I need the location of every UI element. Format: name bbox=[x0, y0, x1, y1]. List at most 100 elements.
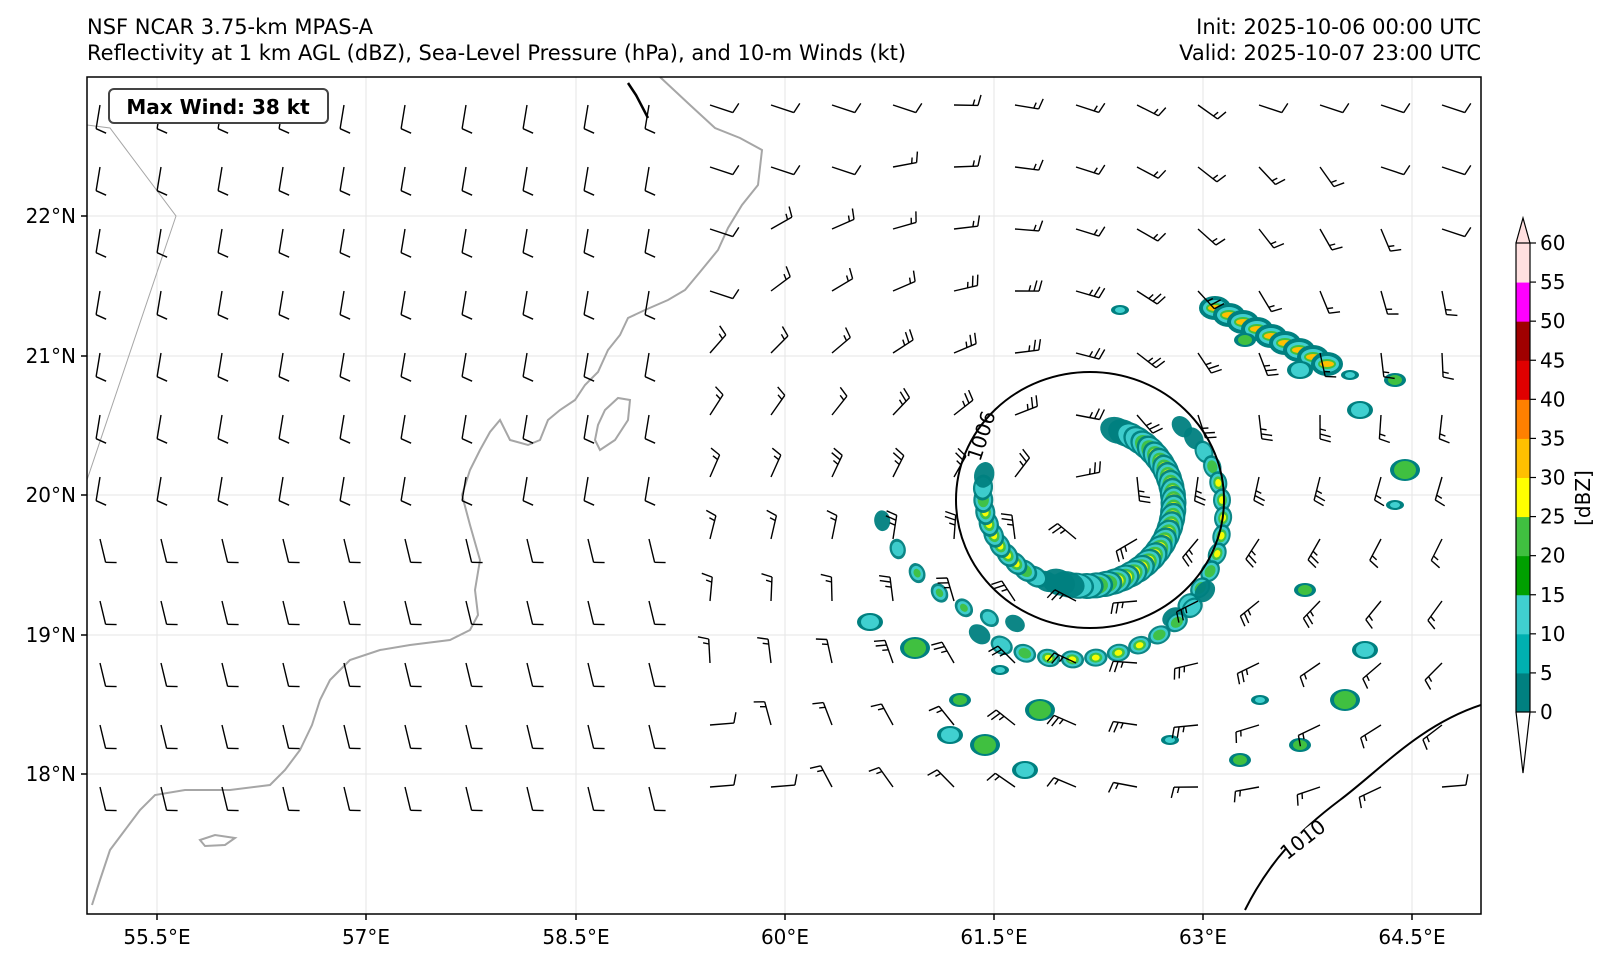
wind-barb bbox=[522, 104, 534, 134]
wind-barb bbox=[644, 352, 656, 382]
wind-barb bbox=[526, 786, 544, 812]
wind-barb bbox=[1319, 103, 1350, 114]
wind-barb bbox=[583, 290, 595, 320]
wind-barb bbox=[1046, 652, 1077, 664]
rain-cell bbox=[1255, 697, 1265, 703]
wind-barb bbox=[343, 662, 361, 688]
wind-barb bbox=[583, 414, 595, 444]
wind-barb bbox=[156, 414, 168, 444]
wind-barb bbox=[282, 662, 300, 688]
rain-cell bbox=[1320, 361, 1334, 367]
wind-barb bbox=[1233, 786, 1260, 803]
wind-barb bbox=[953, 94, 982, 107]
rain-cell bbox=[1029, 701, 1051, 719]
wind-barb bbox=[757, 637, 772, 664]
wind-barb bbox=[892, 151, 919, 168]
wind-barb bbox=[1075, 347, 1106, 360]
wind-barb bbox=[885, 510, 898, 540]
gridlines bbox=[87, 77, 1481, 914]
wind-barb bbox=[1075, 226, 1106, 237]
wind-barb bbox=[1258, 103, 1289, 114]
wind-barb bbox=[1319, 166, 1345, 188]
colorbar-segment bbox=[1516, 399, 1530, 439]
wind-barb bbox=[156, 476, 168, 506]
colorbar-segment bbox=[1516, 438, 1530, 478]
wind-barb bbox=[892, 329, 914, 354]
wind-barb bbox=[953, 389, 974, 416]
max-wind-box: Max Wind: 38 kt bbox=[108, 88, 329, 124]
wind-barb bbox=[1197, 290, 1225, 310]
colorbar-tick-label: 40 bbox=[1540, 387, 1565, 411]
rain-cell bbox=[1214, 550, 1221, 558]
wind-barb bbox=[217, 476, 229, 506]
valid-time: Valid: 2025-10-07 23:00 UTC bbox=[1179, 41, 1481, 65]
colorbar-tick-label: 45 bbox=[1540, 348, 1565, 372]
wind-barb bbox=[1197, 228, 1226, 246]
wind-barb bbox=[770, 326, 789, 354]
colorbar-segment bbox=[1516, 477, 1530, 518]
wind-barb bbox=[1365, 600, 1382, 629]
wind-barb bbox=[648, 786, 666, 812]
colorbar-tick-label: 0 bbox=[1540, 700, 1553, 724]
wind-barb bbox=[709, 165, 740, 176]
wind-barb bbox=[99, 724, 117, 750]
wind-barb bbox=[770, 165, 801, 176]
wind-barb bbox=[1014, 220, 1044, 232]
wind-barb bbox=[1046, 777, 1077, 788]
wind-barb bbox=[1115, 538, 1138, 562]
lon-tick-labels: 55.5°E 57°E 58.5°E 60°E 61.5°E 63°E 64.5… bbox=[123, 925, 1445, 949]
wind-barb bbox=[1319, 414, 1331, 443]
wind-barb bbox=[812, 701, 833, 726]
wind-barb bbox=[160, 724, 178, 750]
wind-barb bbox=[1236, 662, 1260, 685]
wind-barb bbox=[1136, 228, 1167, 242]
time-info: Init: 2025-10-06 00:00 UTC Valid: 2025-1… bbox=[1179, 14, 1481, 66]
wind-barb bbox=[343, 600, 361, 626]
wind-barb bbox=[404, 600, 422, 626]
wind-barb bbox=[879, 575, 894, 602]
wind-barb bbox=[1441, 352, 1454, 380]
wind-barb bbox=[1235, 724, 1260, 744]
wind-barb bbox=[278, 166, 290, 196]
wind-barb bbox=[709, 712, 737, 726]
isobar-fragment bbox=[626, 82, 650, 119]
wind-barb bbox=[1014, 339, 1042, 354]
wind-barb bbox=[944, 510, 957, 540]
wind-barb bbox=[1434, 476, 1446, 507]
wind-barb bbox=[1171, 724, 1199, 739]
lon-tick-label: 61.5°E bbox=[960, 925, 1027, 949]
wind-barb bbox=[461, 166, 473, 196]
wind-barb bbox=[587, 600, 605, 626]
wind-barb bbox=[1302, 600, 1321, 629]
wind-barb bbox=[1378, 414, 1391, 444]
wind-barb bbox=[1313, 476, 1326, 507]
lat-tick-labels: 18°N 19°N 20°N 21°N 22°N bbox=[26, 204, 76, 786]
colorbar-segment bbox=[1516, 321, 1530, 361]
wind-barb bbox=[701, 572, 713, 602]
rain-cell bbox=[1298, 585, 1312, 595]
colorbar-segment bbox=[1516, 516, 1530, 557]
island-coastline-small bbox=[198, 833, 238, 848]
wind-barb bbox=[221, 662, 239, 688]
lon-tick-label: 58.5°E bbox=[542, 925, 609, 949]
wind-barb bbox=[820, 573, 833, 602]
wind-barb bbox=[1441, 774, 1469, 788]
wind-barb bbox=[1046, 589, 1077, 602]
wind-barb bbox=[160, 538, 178, 564]
colorbar-tick-label: 5 bbox=[1540, 661, 1553, 685]
axis-ticks bbox=[81, 215, 1413, 920]
wind-barb bbox=[217, 352, 229, 382]
wind-barb bbox=[761, 573, 773, 602]
colorbar-segment bbox=[1516, 594, 1530, 635]
wind-barb bbox=[1245, 538, 1260, 568]
wind-barb bbox=[400, 104, 412, 134]
wind-barb bbox=[1258, 352, 1279, 377]
wind-barb bbox=[583, 228, 595, 258]
rain-cell bbox=[1238, 335, 1252, 345]
wind-barb bbox=[217, 414, 229, 444]
wind-barb bbox=[1000, 513, 1016, 540]
wind-barb bbox=[892, 211, 917, 230]
colorbar-tick-label: 50 bbox=[1540, 309, 1565, 333]
wind-barb bbox=[278, 228, 290, 258]
wind-barb bbox=[583, 166, 595, 196]
